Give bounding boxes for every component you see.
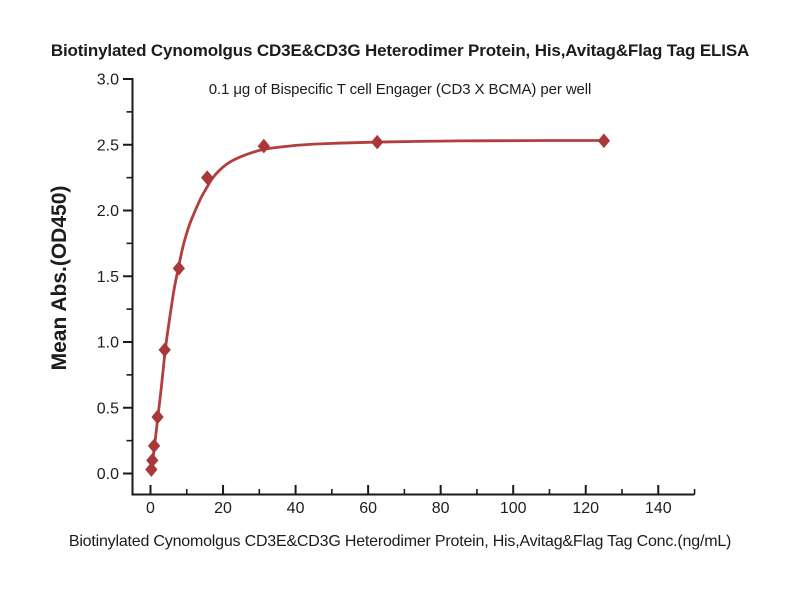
- y-tick-label: 1.5: [97, 269, 119, 286]
- data-point: [172, 261, 185, 276]
- data-point: [146, 453, 159, 468]
- data-point: [147, 438, 161, 454]
- data-point: [201, 170, 214, 185]
- y-tick-label: 1.0: [97, 335, 119, 352]
- data-point: [145, 462, 158, 477]
- x-tick-label: 100: [500, 500, 527, 517]
- chart-title: Biotinylated Cynomolgus CD3E&CD3G Hetero…: [50, 41, 750, 60]
- x-tick-label: 80: [432, 500, 450, 517]
- x-tick-label: 0: [146, 500, 155, 517]
- x-tick-label: 120: [572, 500, 599, 517]
- y-tick-label: 0.5: [97, 400, 119, 417]
- y-tick-label: 2.5: [97, 137, 119, 154]
- y-tick-label: 0.0: [97, 466, 119, 483]
- x-tick-label: 60: [359, 500, 377, 517]
- data-point: [597, 133, 611, 149]
- x-tick-label: 40: [287, 500, 305, 517]
- fit-curve: [150, 139, 606, 473]
- data-point: [371, 134, 384, 150]
- y-tick-label: 3.0: [97, 72, 119, 89]
- data-point: [151, 409, 164, 425]
- x-axis-label: Biotinylated Cynomolgus CD3E&CD3G Hetero…: [68, 533, 732, 550]
- x-tick-label: 20: [214, 500, 232, 517]
- data-point: [158, 342, 171, 358]
- data-point: [257, 138, 270, 154]
- chart-subtitle: 0.1 μg of Bispecific T cell Engager (CD3…: [208, 81, 592, 98]
- y-tick-label: 2.0: [97, 203, 119, 220]
- x-tick-label: 140: [645, 500, 672, 517]
